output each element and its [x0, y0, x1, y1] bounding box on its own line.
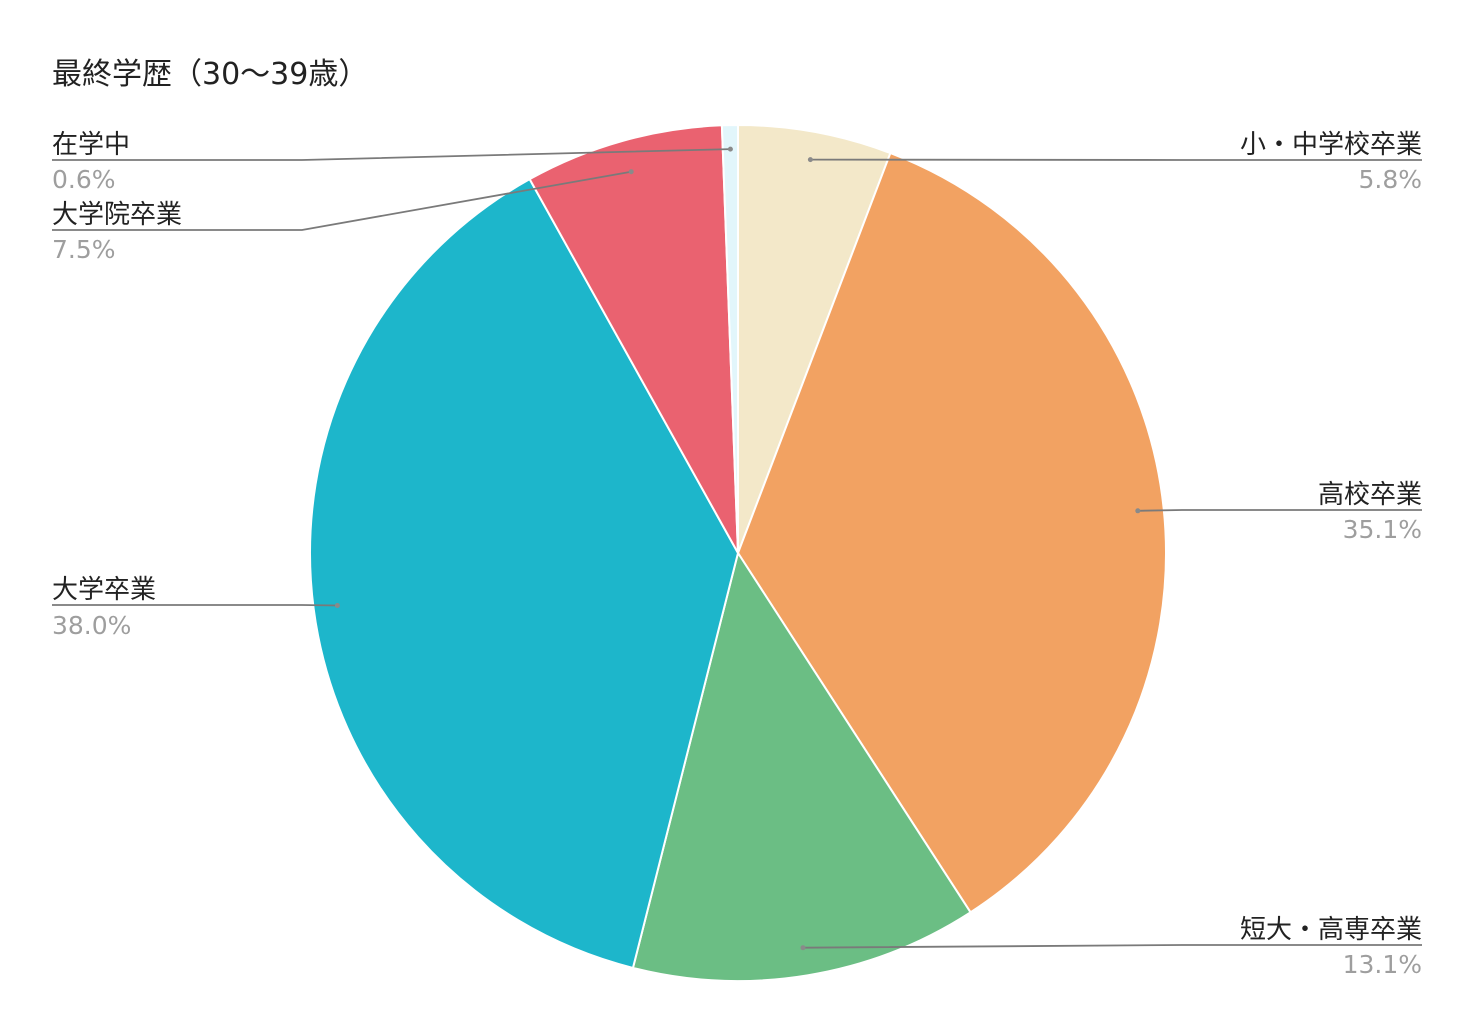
slice-1 [736, 151, 1167, 914]
slice-value-5: 0.6% [52, 165, 116, 194]
slice-label-1: 高校卒業 [1318, 480, 1422, 510]
slice-4 [528, 124, 739, 554]
slice-value-4: 7.5% [52, 235, 116, 264]
pie-slices [309, 123, 1167, 982]
leader-line-3 [52, 604, 338, 607]
slice-value-2: 13.1% [1343, 950, 1422, 979]
leader-line-2 [802, 944, 1422, 949]
leader-dot-5 [727, 146, 733, 152]
leader-dot-0 [807, 157, 813, 163]
slice-3 [309, 177, 740, 970]
leader-line-4 [52, 170, 632, 231]
slice-0 [737, 123, 892, 554]
slice-label-2: 短大・高専卒業 [1240, 915, 1422, 945]
leader-dot-3 [334, 603, 340, 608]
slice-value-3: 38.0% [52, 611, 131, 640]
chart-title: 最終学歴（30〜39歳） [52, 57, 368, 92]
slice-value-0: 5.8% [1358, 165, 1422, 194]
leader-lines [52, 146, 1422, 951]
leader-dot-1 [1135, 508, 1141, 514]
slice-label-3: 大学卒業 [52, 575, 156, 605]
leader-dot-4 [628, 169, 634, 175]
leader-dot-2 [800, 945, 806, 951]
slice-label-4: 大学院卒業 [52, 200, 182, 230]
slice-5 [720, 123, 739, 554]
slice-label-0: 小・中学校卒業 [1240, 130, 1422, 160]
slice-2 [631, 550, 972, 982]
slice-label-5: 在学中 [52, 130, 130, 160]
leader-line-1 [1137, 509, 1422, 512]
slice-value-1: 35.1% [1343, 515, 1422, 544]
slice-labels: 小・中学校卒業 5.8% 高校卒業 35.1% 短大・高専卒業 13.1% 大学卒業 38.0… [52, 130, 1422, 979]
leader-line-5 [52, 148, 731, 161]
